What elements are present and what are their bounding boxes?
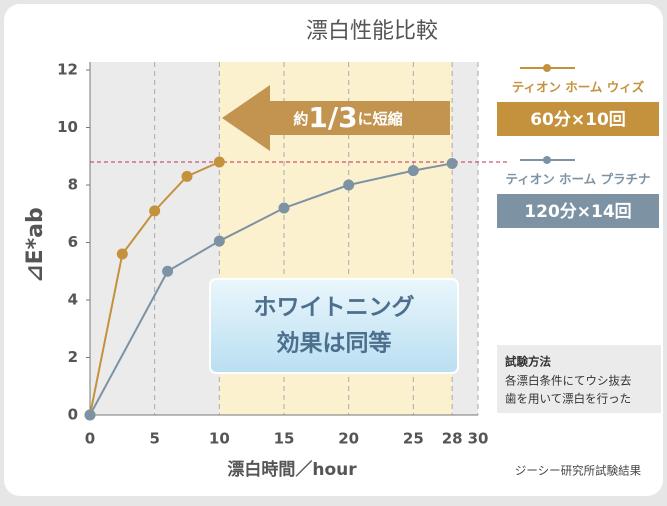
legend-box <box>497 102 659 136</box>
x-tick-label: 28 <box>442 430 463 448</box>
y-tick-label: 6 <box>68 233 78 251</box>
y-tick-label: 2 <box>68 348 78 366</box>
data-point <box>162 265 174 277</box>
y-tick-label: 12 <box>57 61 78 79</box>
legend-box-label: 120分×14回 <box>524 202 631 222</box>
data-point <box>343 179 355 191</box>
arrow-label-part: 1/3 <box>308 101 357 134</box>
data-point <box>446 157 458 169</box>
x-tick-label: 20 <box>338 430 359 448</box>
method-line: 各漂白条件にてウシ抜去 <box>505 374 632 388</box>
data-point <box>213 156 225 168</box>
legend-label: ティオン ホーム ウィズ <box>512 80 645 95</box>
data-point <box>181 170 193 182</box>
arrow <box>222 85 450 151</box>
legend-label: ティオン ホーム プラチナ <box>505 172 650 187</box>
data-point <box>116 248 128 260</box>
data-point <box>84 409 96 421</box>
x-tick-label: 15 <box>274 430 295 448</box>
legend-box <box>497 194 659 228</box>
callout-box <box>209 278 459 374</box>
arrow-label-part: に短縮 <box>358 110 403 128</box>
method-line: 歯を用いて漂白を行った <box>505 392 631 406</box>
x-tick-label: 5 <box>149 430 159 448</box>
y-tick-label: 8 <box>68 176 78 194</box>
chart-title: 漂白性能比較 <box>306 19 438 44</box>
x-tick-label: 30 <box>468 430 489 448</box>
data-point <box>149 205 161 217</box>
source: ジーシー研究所試験結果 <box>515 464 642 478</box>
x-tick-label: 10 <box>209 430 230 448</box>
method-title: 試験方法 <box>505 355 551 369</box>
legend-box-label: 60分×10回 <box>530 110 626 130</box>
legend-dot <box>543 64 551 72</box>
callout-text: 効果は同等 <box>277 330 392 357</box>
legend-dot <box>543 156 551 164</box>
y-axis-label: ⊿E*ab <box>23 207 48 283</box>
x-tick-label: 0 <box>85 430 95 448</box>
y-tick-label: 0 <box>68 406 78 424</box>
y-tick-label: 10 <box>57 118 78 136</box>
method-box <box>497 345 661 413</box>
callout-text: ホワイトニング <box>254 294 415 321</box>
data-point <box>407 165 419 177</box>
y-tick-label: 4 <box>68 291 78 309</box>
x-tick-label: 25 <box>403 430 424 448</box>
data-point <box>213 235 225 247</box>
x-axis-label: 漂白時間／hour <box>227 459 357 480</box>
arrow-label-part: 約 <box>293 110 308 128</box>
arrow-label: 約1/3に短縮 <box>293 101 402 134</box>
data-point <box>278 202 290 214</box>
